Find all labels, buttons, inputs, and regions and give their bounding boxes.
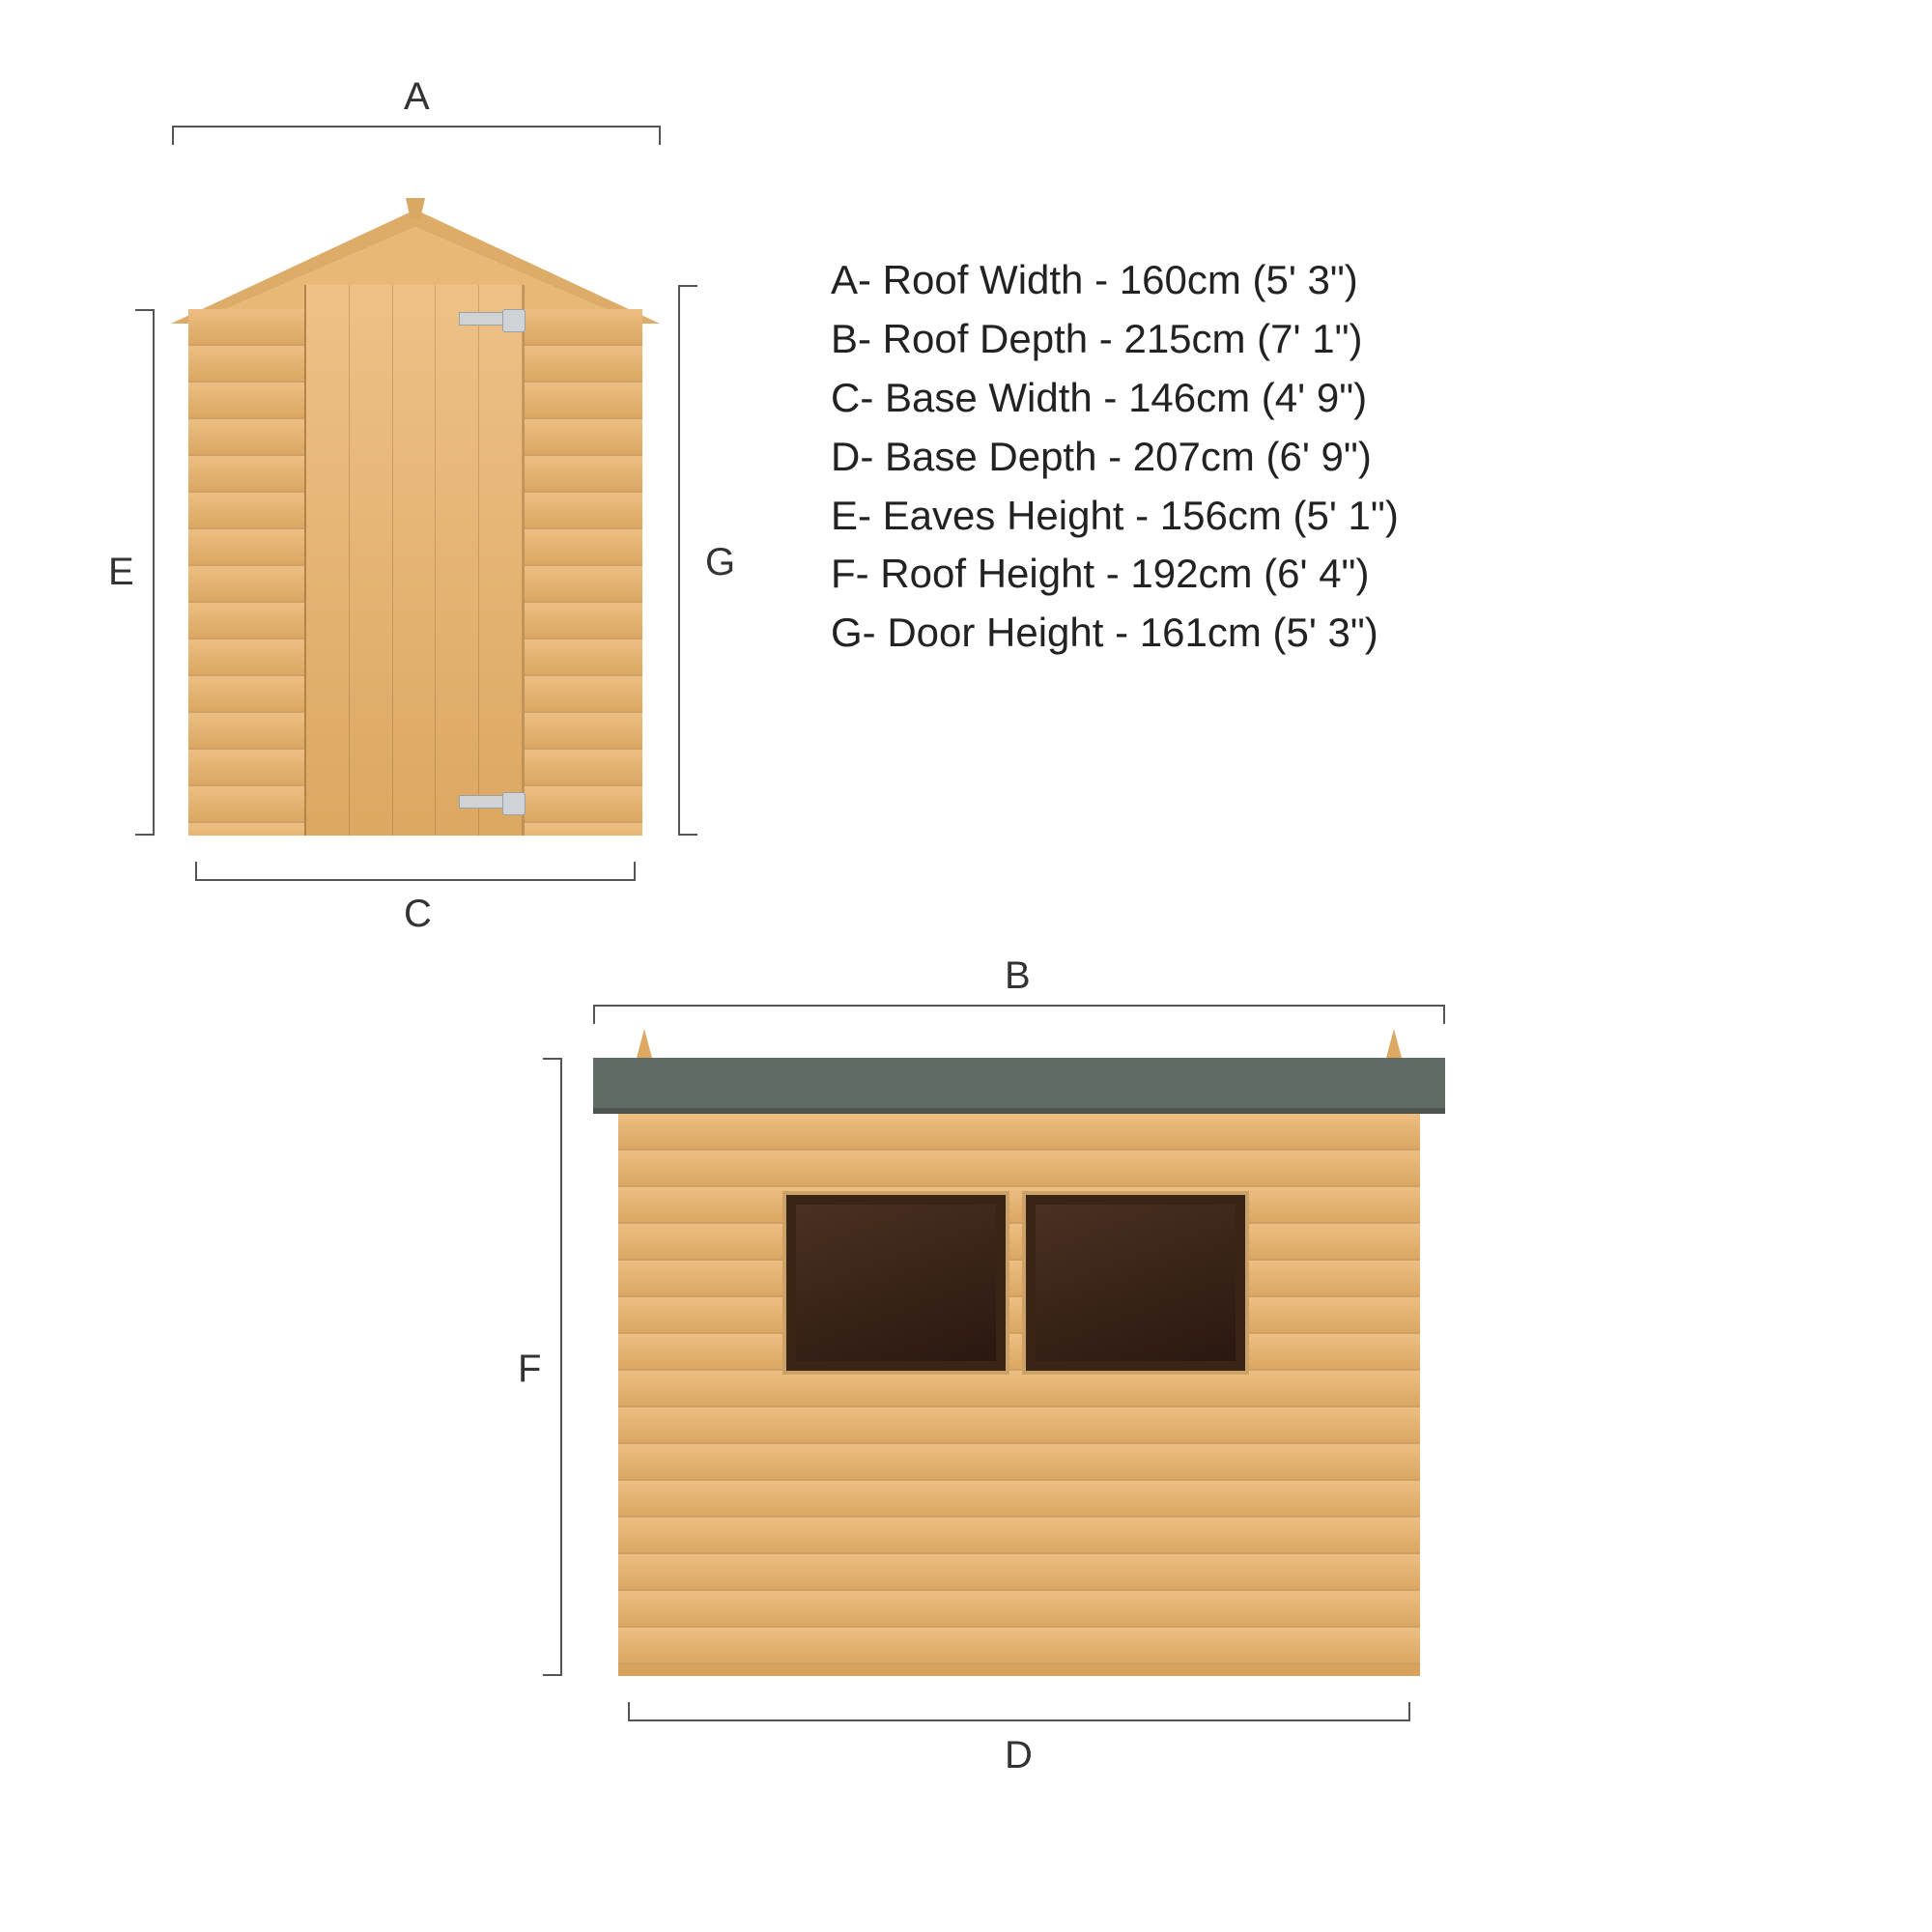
dimension-line-b bbox=[593, 1005, 1445, 1007]
dimension-line-a bbox=[172, 126, 661, 128]
spec-text: E- Eaves Height - 156cm (5' 1") bbox=[831, 493, 1399, 538]
dimension-label-b: B bbox=[1005, 954, 1031, 998]
spec-row: G- Door Height - 161cm (5' 3") bbox=[831, 604, 1399, 663]
dimension-line-g bbox=[678, 285, 680, 836]
dimension-label-f: F bbox=[518, 1348, 541, 1391]
shed-side-view bbox=[618, 1058, 1420, 1676]
dimension-line-e bbox=[153, 309, 155, 836]
roof-finial-icon bbox=[1385, 1029, 1403, 1062]
dimension-label-e: E bbox=[108, 551, 134, 594]
dimension-label-c: C bbox=[404, 893, 432, 936]
spec-text: F- Roof Height - 192cm (6' 4") bbox=[831, 551, 1369, 596]
spec-row: D- Base Depth - 207cm (6' 9") bbox=[831, 428, 1399, 487]
dimension-label-g: G bbox=[705, 541, 735, 584]
spec-text: D- Base Depth - 207cm (6' 9") bbox=[831, 434, 1372, 479]
shed-front-view bbox=[188, 198, 642, 836]
door-hinge-icon bbox=[459, 312, 517, 326]
side-roof bbox=[593, 1058, 1445, 1114]
spec-row: A- Roof Width - 160cm (5' 3") bbox=[831, 251, 1399, 310]
dimension-label-d: D bbox=[1005, 1734, 1033, 1777]
spec-text: A- Roof Width - 160cm (5' 3") bbox=[831, 257, 1358, 302]
spec-text: B- Roof Depth - 215cm (7' 1") bbox=[831, 316, 1362, 361]
side-wall bbox=[618, 1114, 1420, 1676]
door-hinge-icon bbox=[459, 795, 517, 809]
dimension-spec-list: A- Roof Width - 160cm (5' 3") B- Roof De… bbox=[831, 251, 1399, 663]
side-window bbox=[782, 1191, 1009, 1375]
dimension-line-d bbox=[628, 1719, 1410, 1721]
side-window bbox=[1022, 1191, 1249, 1375]
spec-row: E- Eaves Height - 156cm (5' 1") bbox=[831, 487, 1399, 546]
spec-text: C- Base Width - 146cm (4' 9") bbox=[831, 375, 1367, 420]
dimension-label-a: A bbox=[404, 75, 430, 119]
spec-row: C- Base Width - 146cm (4' 9") bbox=[831, 369, 1399, 428]
spec-row: B- Roof Depth - 215cm (7' 1") bbox=[831, 310, 1399, 369]
spec-text: G- Door Height - 161cm (5' 3") bbox=[831, 610, 1378, 655]
dimension-line-f bbox=[560, 1058, 562, 1676]
dimension-line-c bbox=[195, 879, 636, 881]
roof-finial-icon bbox=[636, 1029, 653, 1062]
spec-row: F- Roof Height - 192cm (6' 4") bbox=[831, 545, 1399, 604]
front-door bbox=[304, 285, 525, 836]
